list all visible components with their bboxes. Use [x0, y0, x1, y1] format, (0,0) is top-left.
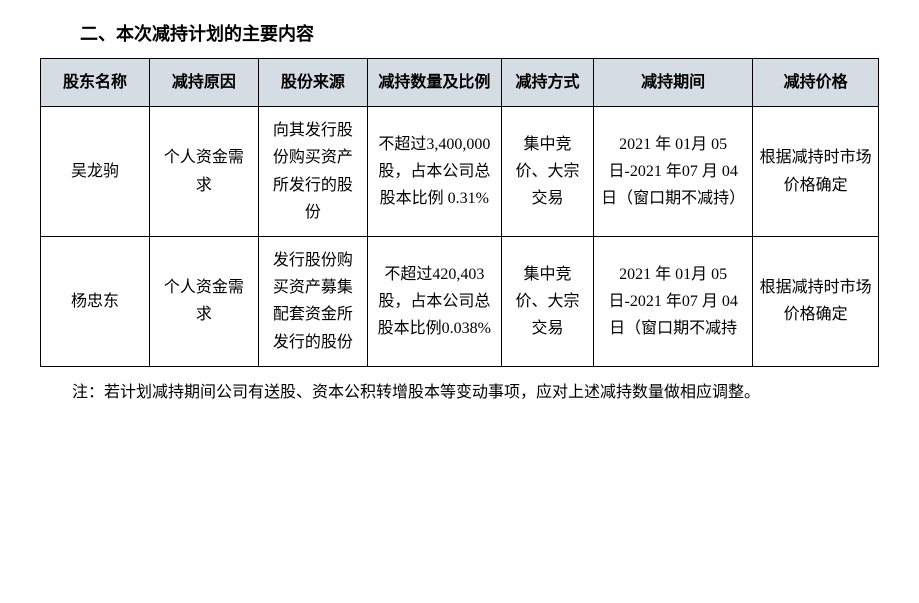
cell-reason: 个人资金需求	[149, 236, 258, 366]
col-header-quantity: 减持数量及比例	[367, 59, 501, 107]
col-header-reason: 减持原因	[149, 59, 258, 107]
cell-period: 2021 年 01月 05 日-2021 年07 月 04 日（窗口期不减持）	[594, 107, 753, 237]
cell-quantity: 不超过3,400,000股，占本公司总股本比例 0.31%	[367, 107, 501, 237]
table-row: 吴龙驹 个人资金需求 向其发行股份购买资产所发行的股份 不超过3,400,000…	[41, 107, 879, 237]
section-title: 二、本次减持计划的主要内容	[80, 20, 879, 46]
cell-price: 根据减持时市场价格确定	[753, 107, 879, 237]
cell-name: 吴龙驹	[41, 107, 150, 237]
cell-reason: 个人资金需求	[149, 107, 258, 237]
cell-period: 2021 年 01月 05 日-2021 年07 月 04 日（窗口期不减持	[594, 236, 753, 366]
cell-source: 发行股份购买资产募集配套资金所发行的股份	[258, 236, 367, 366]
col-header-price: 减持价格	[753, 59, 879, 107]
cell-price: 根据减持时市场价格确定	[753, 236, 879, 366]
cell-quantity: 不超过420,403 股，占本公司总股本比例0.038%	[367, 236, 501, 366]
cell-method: 集中竞价、大宗交易	[501, 236, 593, 366]
note-text: 注：若计划减持期间公司有送股、资本公积转增股本等变动事项，应对上述减持数量做相应…	[40, 377, 879, 409]
col-header-name: 股东名称	[41, 59, 150, 107]
cell-name: 杨忠东	[41, 236, 150, 366]
table-row: 杨忠东 个人资金需求 发行股份购买资产募集配套资金所发行的股份 不超过420,4…	[41, 236, 879, 366]
cell-source: 向其发行股份购买资产所发行的股份	[258, 107, 367, 237]
col-header-method: 减持方式	[501, 59, 593, 107]
reduction-plan-table: 股东名称 减持原因 股份来源 减持数量及比例 减持方式 减持期间 减持价格 吴龙…	[40, 58, 879, 367]
cell-method: 集中竞价、大宗交易	[501, 107, 593, 237]
col-header-source: 股份来源	[258, 59, 367, 107]
table-header-row: 股东名称 减持原因 股份来源 减持数量及比例 减持方式 减持期间 减持价格	[41, 59, 879, 107]
col-header-period: 减持期间	[594, 59, 753, 107]
